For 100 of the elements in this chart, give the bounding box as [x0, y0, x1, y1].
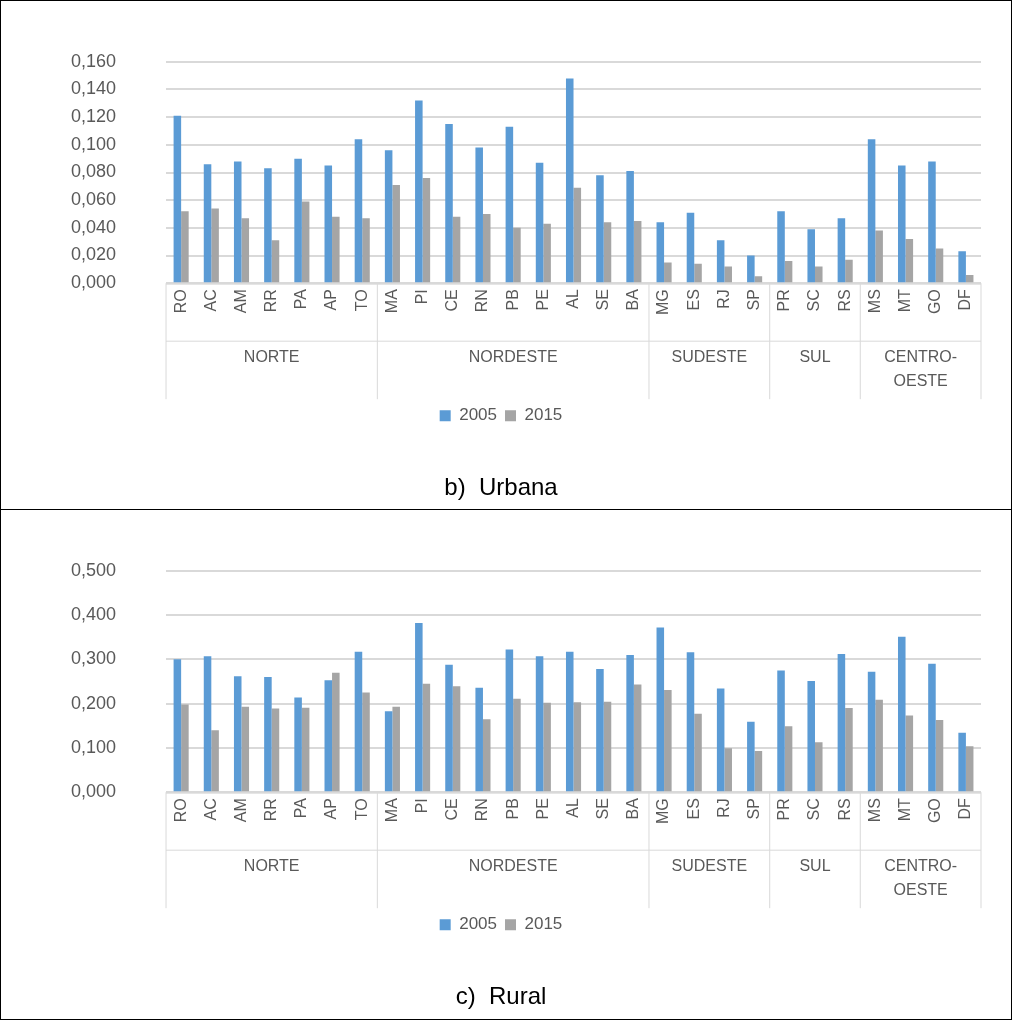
bar: [535, 162, 544, 283]
x-tick-label: SP: [745, 289, 763, 311]
y-tick-label: 0,200: [71, 692, 117, 713]
bar: [694, 263, 702, 283]
bar: [264, 677, 272, 792]
x-tick-label: MS: [865, 289, 883, 314]
y-tick-label: 0,040: [71, 216, 117, 237]
bar: [754, 751, 763, 792]
x-tick-label: BA: [624, 797, 642, 820]
bar: [324, 680, 333, 792]
bar: [294, 697, 302, 792]
bar: [271, 240, 280, 283]
y-tick-label: 0,500: [71, 559, 117, 580]
bar: [482, 214, 491, 283]
bar: [452, 216, 461, 283]
text: SUDESTE: [671, 347, 748, 365]
x-tick-label: PI: [413, 289, 431, 305]
bar: [784, 726, 793, 792]
bar: [754, 276, 763, 283]
bar: [422, 683, 431, 792]
bar: [596, 175, 604, 283]
x-tick-label: AM: [231, 798, 249, 823]
x-tick-label: RJ: [714, 798, 732, 818]
bar: [573, 702, 582, 792]
x-tick-label: AC: [201, 289, 219, 312]
x-tick-label: MT: [895, 288, 913, 313]
bar: [332, 672, 340, 792]
x-tick-label: RR: [262, 289, 280, 313]
text: b) Urbana: [444, 473, 559, 501]
x-tick-label: SE: [594, 289, 612, 311]
bar: [814, 266, 823, 283]
y-tick-label: 0,140: [71, 78, 117, 99]
bar: [513, 698, 521, 792]
bar: [415, 623, 423, 792]
y-tick-label: 0,120: [71, 106, 117, 127]
x-tick-label: MA: [382, 797, 400, 823]
bar: [241, 218, 250, 283]
bar: [898, 165, 906, 283]
y-tick-label: 0,100: [71, 736, 117, 757]
x-tick-label: RN: [473, 798, 491, 822]
x-tick-label: AP: [322, 798, 340, 820]
bar: [935, 720, 944, 792]
x-tick-label: ES: [684, 798, 702, 820]
text: NORTE: [243, 347, 300, 365]
x-tick-label: TO: [352, 798, 370, 821]
bar: [565, 651, 574, 792]
bar: [535, 656, 544, 792]
bar: [837, 654, 846, 792]
bar: [445, 664, 453, 792]
x-tick-label: PI: [413, 798, 431, 814]
bar: [233, 676, 242, 792]
text: SUDESTE: [671, 856, 748, 874]
text: CENTRO-OESTE: [884, 856, 958, 898]
bar: [626, 171, 634, 283]
bar: [211, 208, 219, 283]
x-tick-label: BA: [624, 288, 642, 311]
x-tick-label: PA: [292, 288, 310, 310]
bar: [384, 150, 393, 283]
x-tick-label: MT: [895, 797, 913, 822]
x-tick-label: AP: [322, 289, 340, 311]
y-tick-label: 0,000: [71, 781, 117, 802]
x-tick-label: RJ: [714, 289, 732, 309]
bar: [362, 218, 370, 283]
x-tick-label: RN: [473, 289, 491, 313]
bar: [724, 748, 732, 792]
x-tick-label: AM: [231, 289, 249, 314]
bar: [747, 721, 755, 792]
bar: [445, 124, 453, 283]
bar: [505, 649, 514, 792]
bar: [264, 168, 272, 283]
x-tick-label: RS: [835, 798, 853, 821]
bar: [362, 692, 370, 792]
bar: [392, 706, 400, 792]
bar: [603, 222, 612, 283]
bar: [354, 651, 363, 792]
y-tick-label: 0,000: [71, 272, 117, 293]
bar: [241, 706, 250, 792]
bar: [294, 158, 302, 283]
bar: [181, 211, 189, 283]
bar: [452, 686, 461, 792]
bar: [965, 746, 974, 792]
x-tick-label: CE: [443, 798, 461, 821]
bar: [928, 161, 936, 283]
x-tick-label: RO: [171, 798, 189, 823]
bar: [716, 688, 725, 792]
text: CENTRO-OESTE: [884, 347, 958, 389]
bar: [603, 701, 612, 792]
bar: [777, 211, 785, 283]
bar: [686, 652, 695, 792]
x-tick-label: MA: [382, 288, 400, 314]
bar: [324, 165, 333, 283]
bar: [905, 715, 914, 792]
x-tick-label: SC: [805, 798, 823, 821]
bar: [203, 656, 212, 792]
y-tick-label: 0,100: [71, 133, 117, 154]
bar: [686, 212, 695, 283]
bar: [505, 126, 514, 283]
x-tick-label: MS: [865, 798, 883, 823]
bar: [837, 218, 846, 283]
y-tick-label: 0,160: [71, 50, 117, 71]
